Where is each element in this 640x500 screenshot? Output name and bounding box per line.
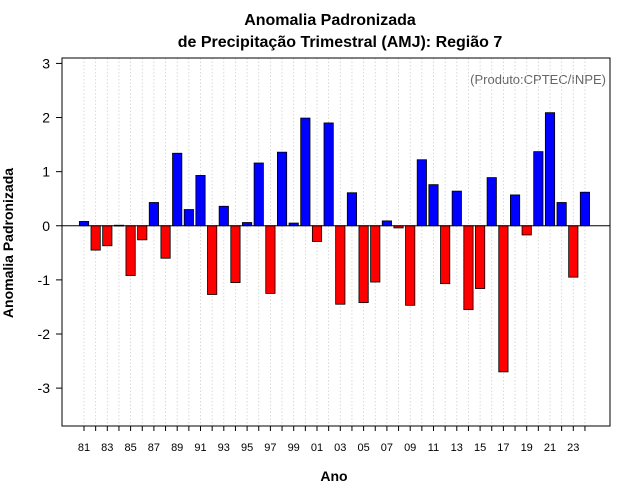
bar-22 [556, 202, 567, 227]
bar-98 [276, 151, 288, 227]
x-tick-label: 89 [171, 442, 183, 454]
bar-00 [300, 117, 311, 227]
bar-91 [195, 175, 206, 227]
x-tick-label: 09 [404, 442, 416, 454]
bar-97 [265, 225, 276, 294]
x-tick-label: 81 [78, 442, 90, 454]
bar-07 [381, 220, 392, 227]
bar-24 [579, 191, 590, 227]
y-tick-label: -1 [38, 272, 51, 288]
bar-17 [498, 225, 509, 373]
x-tick-label: 11 [428, 442, 439, 454]
x-tick-label: 87 [148, 442, 160, 454]
x-tick-label: 01 [311, 442, 323, 454]
x-tick-label: 91 [194, 442, 206, 454]
bar-94 [230, 225, 241, 283]
y-tick-label: -2 [38, 326, 51, 342]
x-tick-label: 95 [241, 442, 253, 454]
chart-subtitle: de Precipitação Trimestral (AMJ): Região… [178, 34, 503, 51]
x-tick-label: 15 [474, 442, 486, 454]
x-tick-label: 85 [124, 442, 136, 454]
y-tick-label: 1 [42, 164, 50, 180]
bar-03 [335, 225, 346, 305]
bar-82 [90, 225, 101, 251]
bar-92 [207, 225, 218, 295]
y-tick-label: 0 [42, 218, 50, 234]
bar-16 [486, 177, 497, 227]
bar-04 [346, 192, 357, 227]
chart-title: Anomalia Padronizada [244, 12, 416, 29]
x-tick-label: 17 [497, 442, 509, 454]
y-tick-label: 2 [42, 110, 50, 126]
x-tick-label: 19 [521, 442, 533, 454]
bar-09 [405, 225, 416, 306]
x-tick-label: 03 [334, 442, 346, 454]
bar-14 [463, 225, 474, 311]
y-axis-label: Anomalia Padronizada [0, 168, 16, 318]
bar-90 [183, 209, 194, 227]
bar-05 [358, 225, 369, 304]
x-tick-label: 05 [357, 442, 369, 454]
bar-87 [148, 202, 159, 227]
bar-20 [533, 151, 544, 227]
grid-lines [83, 58, 586, 426]
bar-06 [370, 225, 381, 283]
bar-13 [451, 190, 462, 227]
bar-93 [218, 205, 229, 227]
bar-86 [137, 225, 148, 241]
bar-21 [544, 112, 556, 227]
y-tick-label: 3 [42, 55, 50, 71]
bars [78, 112, 590, 373]
bar-11 [428, 184, 439, 227]
plot-frame [61, 57, 611, 427]
bar-01 [311, 225, 323, 242]
bar-02 [323, 122, 334, 227]
bar-15 [475, 225, 486, 289]
bar-18 [509, 194, 521, 227]
bar-88 [160, 225, 171, 259]
x-axis-label: Ano [320, 468, 347, 484]
bar-12 [440, 225, 451, 285]
bar-23 [568, 225, 579, 278]
bar-83 [102, 225, 113, 247]
bar-81 [78, 221, 90, 227]
x-tick-label: 07 [381, 442, 393, 454]
x-tick-label: 23 [567, 442, 579, 454]
bar-89 [172, 152, 183, 227]
bar-10 [416, 159, 427, 227]
x-tick-label: 93 [218, 442, 230, 454]
x-tick-label: 99 [288, 442, 300, 454]
bar-19 [521, 225, 532, 236]
x-tick-label: 13 [451, 442, 463, 454]
x-tick-label: 97 [264, 442, 276, 454]
y-tick-label: -3 [38, 380, 51, 396]
bar-85 [125, 225, 136, 276]
bar-96 [253, 162, 264, 227]
x-tick-label: 21 [544, 442, 556, 454]
x-tick-label: 83 [101, 442, 113, 454]
